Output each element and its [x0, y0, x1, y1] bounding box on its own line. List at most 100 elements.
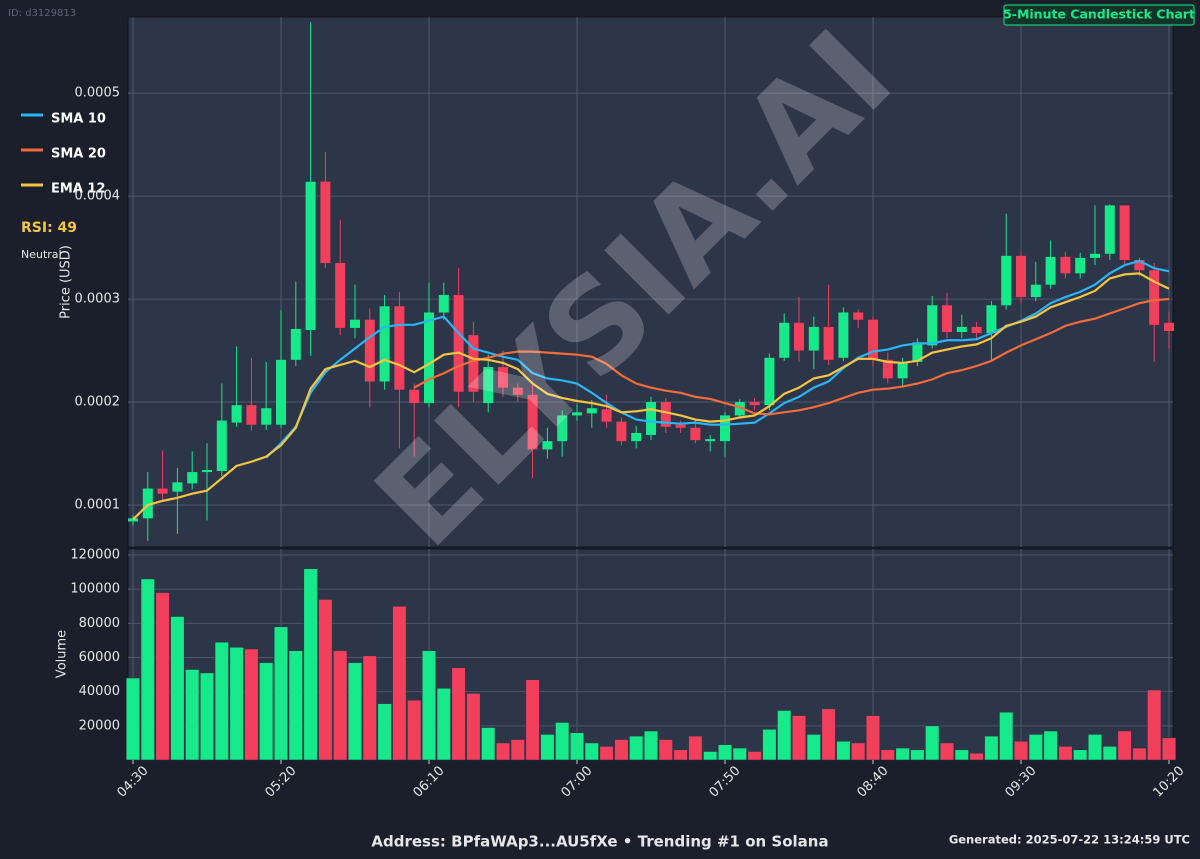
candle-body	[808, 326, 819, 351]
candle-body	[631, 432, 642, 442]
volume-bar	[777, 710, 792, 761]
volume-bar	[392, 605, 407, 761]
volume-bar	[407, 699, 422, 761]
volume-bar	[318, 599, 333, 761]
legend-label: SMA 10	[51, 112, 106, 127]
candle-body	[172, 482, 183, 492]
volume-bar	[199, 672, 215, 761]
price-panel	[127, 16, 1174, 548]
candle-body	[1060, 256, 1071, 274]
rsi-label: RSI: 49	[21, 220, 77, 236]
volume-bar	[421, 650, 437, 761]
candle-body	[956, 326, 967, 333]
volume-bar	[984, 735, 999, 761]
volume-bar	[703, 751, 718, 761]
volume-bar	[599, 746, 614, 761]
y-tick-label: 0.0005	[75, 86, 121, 101]
candle-body	[675, 424, 686, 428]
y-tick-label: 0.0003	[75, 292, 121, 307]
volume-bar	[791, 715, 807, 761]
volume-bar	[658, 739, 673, 761]
candle-body	[838, 312, 849, 358]
volume-bar	[569, 732, 585, 761]
candle-body	[231, 405, 242, 423]
y-tick-label: 60000	[79, 650, 120, 665]
candle-body	[705, 439, 716, 442]
volume-bar	[851, 742, 866, 761]
y-tick-label: 20000	[79, 718, 120, 733]
candle-body	[660, 402, 671, 427]
candle-body	[409, 389, 420, 404]
volume-bar	[1161, 737, 1177, 761]
candle-body	[749, 402, 760, 406]
candle-body	[1045, 256, 1056, 285]
volume-bar	[185, 669, 200, 761]
volume-bar	[629, 735, 644, 761]
volume-bar	[1013, 740, 1029, 761]
candle-body	[1164, 322, 1174, 332]
volume-bar	[643, 730, 659, 761]
y-tick-label: 0.0002	[75, 395, 121, 410]
candle-body	[424, 312, 434, 404]
volume-bar	[584, 742, 599, 761]
candle-body	[305, 181, 316, 330]
volume-bar	[1058, 746, 1073, 761]
volume-bar	[347, 662, 363, 761]
volume-bar	[880, 749, 895, 761]
y-tick-label: 40000	[79, 684, 120, 699]
candle-body	[512, 387, 523, 395]
candle-body	[882, 359, 893, 379]
legend-label: EMA 12	[51, 182, 106, 197]
generated-time: Generated: 2025-07-22 13:24:59 UTC	[949, 833, 1190, 847]
candle-body	[1104, 205, 1115, 254]
candle-body	[438, 294, 449, 313]
candle-body	[128, 518, 138, 522]
y-axis-label: Price (USD)	[59, 245, 74, 319]
volume-bar	[510, 739, 525, 761]
candle-body	[868, 319, 878, 360]
candle-body	[971, 326, 982, 334]
candle-body	[364, 319, 375, 382]
candle-body	[1016, 255, 1026, 298]
title-badge	[1003, 4, 1195, 26]
candle-body	[764, 357, 775, 406]
volume-bar	[1147, 689, 1162, 761]
candle-body	[1134, 259, 1145, 271]
volume-bar	[999, 711, 1014, 761]
candle-body	[720, 415, 730, 442]
volume-bar	[732, 747, 747, 761]
candle-body	[646, 402, 656, 435]
legend-label: SMA 20	[51, 147, 106, 162]
candle-body	[246, 405, 257, 425]
volume-bar	[954, 749, 969, 761]
volume-bar	[229, 646, 244, 761]
volume-bar	[170, 616, 185, 761]
candle-body	[942, 305, 952, 333]
volume-bar	[333, 650, 348, 761]
volume-bar	[481, 727, 496, 761]
volume-bar	[1028, 734, 1043, 761]
candle-body	[142, 488, 153, 519]
volume-bar	[288, 650, 303, 761]
volume-bar	[1117, 730, 1132, 761]
candle-body	[586, 408, 597, 414]
volume-bar	[303, 568, 318, 761]
candle-body	[779, 322, 790, 358]
volume-bar	[688, 735, 703, 761]
volume-bar	[555, 722, 570, 761]
y2-axis-label: Volume	[55, 630, 70, 678]
candle-body	[927, 305, 938, 346]
candle-body	[616, 421, 627, 442]
y-tick-label: 0.0004	[75, 189, 121, 204]
candle-body	[853, 312, 864, 320]
candle-body	[379, 306, 390, 382]
candle-body	[261, 408, 272, 425]
candle-body	[986, 305, 997, 334]
candle-body	[1090, 253, 1100, 258]
chart-title: 5-Minute Candlestick Chart	[1003, 7, 1195, 22]
candle-body	[216, 420, 227, 472]
volume-bar	[910, 749, 925, 761]
volume-bar	[1132, 747, 1147, 761]
volume-bar	[939, 742, 955, 761]
ma-line	[132, 272, 1170, 521]
